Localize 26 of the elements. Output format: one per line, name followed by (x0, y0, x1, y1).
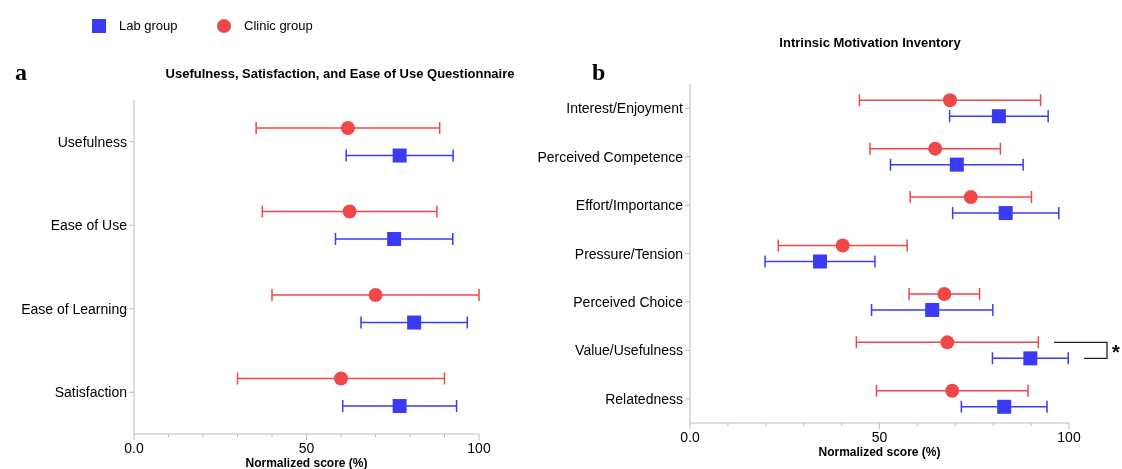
x-tick-label: 50 (298, 440, 315, 456)
y-tick-label: Pressure/Tension (574, 245, 683, 262)
text: b (592, 59, 606, 85)
chart-title: Usefulness, Satisfaction, and Ease of Use Questionnaire (165, 66, 515, 81)
x-tick-label: 0.0 (680, 429, 700, 445)
y-tick-label: Ease of Learning (21, 300, 127, 317)
y-tick-label: Perceived Competence (537, 148, 684, 165)
x-tick-label: 100 (1057, 429, 1081, 445)
x-tick-label: 0.0 (124, 440, 144, 456)
x-axis-title: Normalized score (%) (818, 445, 941, 459)
legend-label: Clinic group (244, 18, 313, 33)
x-axis-title: Normalized score (%) (245, 456, 368, 469)
y-tick-label: Ease of Use (50, 217, 128, 234)
chart-title: Intrinsic Motivation Inventory (779, 35, 962, 50)
y-tick-label: Relatedness (605, 390, 683, 407)
y-tick-label: Usefulness (57, 133, 127, 150)
y-tick-label: Value/Usefulness (575, 342, 683, 359)
legend-label: Lab group (119, 18, 178, 33)
x-tick-label: 100 (467, 440, 491, 456)
y-tick-label: Effort/Importance (575, 197, 684, 214)
text: a (15, 59, 27, 85)
text: * (1112, 341, 1120, 364)
y-tick-label: Perceived Choice (573, 293, 684, 310)
y-tick-label: Satisfaction (54, 384, 127, 401)
x-tick-label: 50 (871, 429, 888, 445)
y-tick-label: Interest/Enjoyment (566, 100, 684, 117)
